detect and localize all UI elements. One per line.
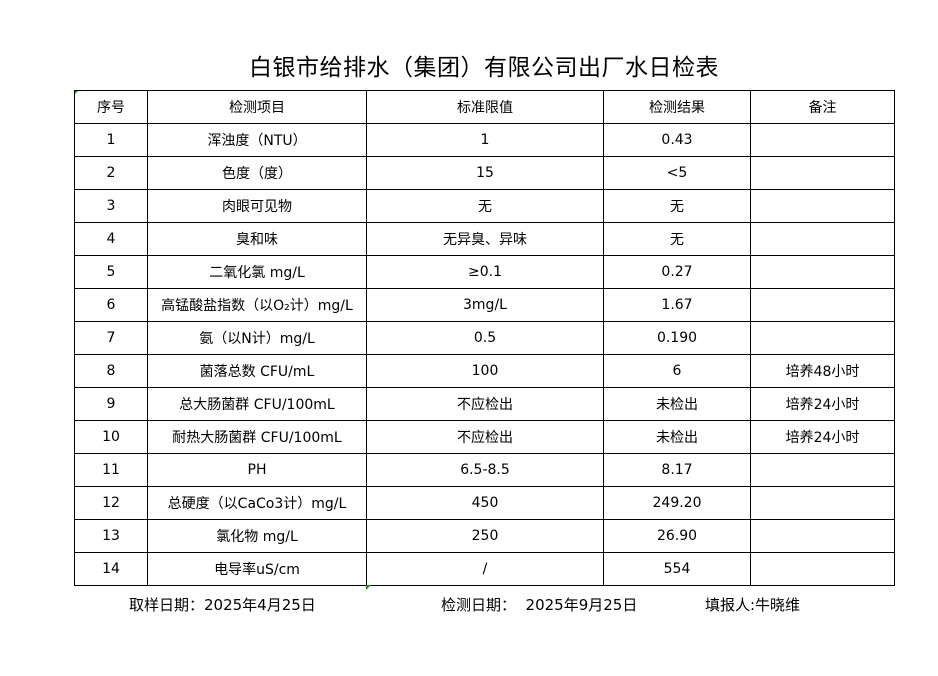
table-cell: PH — [147, 453, 367, 487]
cell-marker — [366, 585, 371, 590]
table-cell — [750, 123, 895, 157]
table-row: 8 菌落总数 CFU/mL 100 6 培养48小时 — [74, 354, 895, 388]
table-cell — [750, 288, 895, 322]
table-row: 14 电导率uS/cm/554 — [74, 552, 895, 586]
table-cell: 249.20 — [603, 486, 751, 520]
table-cell: ≥0.1 — [366, 255, 604, 289]
table-cell: 0.27 — [603, 255, 751, 289]
table-cell: 3mg/L — [366, 288, 604, 322]
table-cell: 培养24小时 — [750, 387, 895, 421]
table-cell — [750, 519, 895, 553]
table-row: 1 浑浊度（NTU） 1 0.43 — [74, 123, 895, 157]
table-cell: 1.67 — [603, 288, 751, 322]
table-cell: 培养48小时 — [750, 354, 895, 388]
sample-date: 取样日期：2025年4月25日 — [129, 596, 316, 614]
table-cell: 肉眼可见物 — [147, 189, 367, 223]
table-cell: 13 — [74, 519, 148, 553]
table-cell — [750, 321, 895, 355]
table-cell: 氨（以N计）mg/L — [147, 321, 367, 355]
table-cell — [750, 486, 895, 520]
table-cell: 不应检出 — [366, 420, 604, 454]
column-header: 标准限值 — [366, 90, 604, 124]
table-row: 11 PH 6.5-8.5 8.17 — [74, 453, 895, 487]
table-cell: 培养24小时 — [750, 420, 895, 454]
test-date: 检测日期： 2025年9月25日 — [441, 596, 638, 614]
table-cell: 电导率uS/cm — [147, 552, 367, 586]
column-header: 检测项目 — [147, 90, 367, 124]
table-cell: 9 — [74, 387, 148, 421]
table-cell: 2 — [74, 156, 148, 190]
table-cell: 6 — [74, 288, 148, 322]
table-cell — [750, 156, 895, 190]
table-row: 5 二氧化氯 mg/L ≥0.1 0.27 — [74, 255, 895, 289]
table-cell: 菌落总数 CFU/mL — [147, 354, 367, 388]
table-cell: 1 — [74, 123, 148, 157]
table-cell: 5 — [74, 255, 148, 289]
table-cell: 554 — [603, 552, 751, 586]
table-row: 3 肉眼可见物无无 — [74, 189, 895, 223]
table-cell — [750, 255, 895, 289]
table-cell: 浑浊度（NTU） — [147, 123, 367, 157]
table-cell: 100 — [366, 354, 604, 388]
table-cell: 不应检出 — [366, 387, 604, 421]
table-cell: 无异臭、异味 — [366, 222, 604, 256]
table-cell — [750, 453, 895, 487]
table-cell: 氯化物 mg/L — [147, 519, 367, 553]
table-cell: 无 — [366, 189, 604, 223]
table-cell: 臭和味 — [147, 222, 367, 256]
table-cell: 250 — [366, 519, 604, 553]
table-cell: 8 — [74, 354, 148, 388]
table-cell: 14 — [74, 552, 148, 586]
table-row: 6 高锰酸盐指数（以O₂计）mg/L 3mg/L 1.67 — [74, 288, 895, 322]
column-header: 序号 — [74, 90, 148, 124]
table-cell: 26.90 — [603, 519, 751, 553]
table-cell: 无 — [603, 189, 751, 223]
table-cell: 4 — [74, 222, 148, 256]
table-cell: 450 — [366, 486, 604, 520]
table-row: 9 总大肠菌群 CFU/100mL 不应检出 未检出 培养24小时 — [74, 387, 895, 421]
table-cell — [750, 552, 895, 586]
table-row: 13 氯化物 mg/L 250 26.90 — [74, 519, 895, 553]
table-cell: 6 — [603, 354, 751, 388]
table-cell: 高锰酸盐指数（以O₂计）mg/L — [147, 288, 367, 322]
table-cell — [750, 222, 895, 256]
table-cell: 0.190 — [603, 321, 751, 355]
table-row: 7 氨（以N计）mg/L 0.5 0.190 — [74, 321, 895, 355]
table-cell: 色度（度） — [147, 156, 367, 190]
page-title: 白银市给排水（集团）有限公司出厂水日检表 — [249, 55, 719, 81]
column-header: 检测结果 — [603, 90, 751, 124]
table-cell: 15 — [366, 156, 604, 190]
table-cell: 8.17 — [603, 453, 751, 487]
table-row: 12 总硬度（以CaCo3计）mg/L 450 249.20 — [74, 486, 895, 520]
table-cell: 总硬度（以CaCo3计）mg/L — [147, 486, 367, 520]
table-cell: 0.5 — [366, 321, 604, 355]
reporter: 填报人:牛晓维 — [705, 596, 801, 614]
table-cell: 7 — [74, 321, 148, 355]
table-cell: 未检出 — [603, 387, 751, 421]
column-header: 备注 — [750, 90, 895, 124]
table-cell: 12 — [74, 486, 148, 520]
table-cell: / — [366, 552, 604, 586]
table-cell: 二氧化氯 mg/L — [147, 255, 367, 289]
table-cell: 1 — [366, 123, 604, 157]
table-cell: 0.43 — [603, 123, 751, 157]
table-row: 4 臭和味 无异臭、异味无 — [74, 222, 895, 256]
table-cell: 3 — [74, 189, 148, 223]
table-cell: 无 — [603, 222, 751, 256]
table-cell: 耐热大肠菌群 CFU/100mL — [147, 420, 367, 454]
table-cell — [750, 189, 895, 223]
inspection-table: 序号 检测项目 标准限值 检测结果 备注 1 浑浊度（NTU） 1 0.43 2 色度（度） 15 <… — [74, 90, 895, 586]
table-cell: 未检出 — [603, 420, 751, 454]
table-row: 2 色度（度） 15 <5 — [74, 156, 895, 190]
table-cell: <5 — [603, 156, 751, 190]
table-row: 10 耐热大肠菌群 CFU/100mL 不应检出 未检出 培养24小时 — [74, 420, 895, 454]
table-cell: 11 — [74, 453, 148, 487]
table-header: 序号 检测项目 标准限值 检测结果 备注 — [74, 90, 895, 124]
table-cell: 10 — [74, 420, 148, 454]
table-cell: 6.5-8.5 — [366, 453, 604, 487]
table-cell: 总大肠菌群 CFU/100mL — [147, 387, 367, 421]
